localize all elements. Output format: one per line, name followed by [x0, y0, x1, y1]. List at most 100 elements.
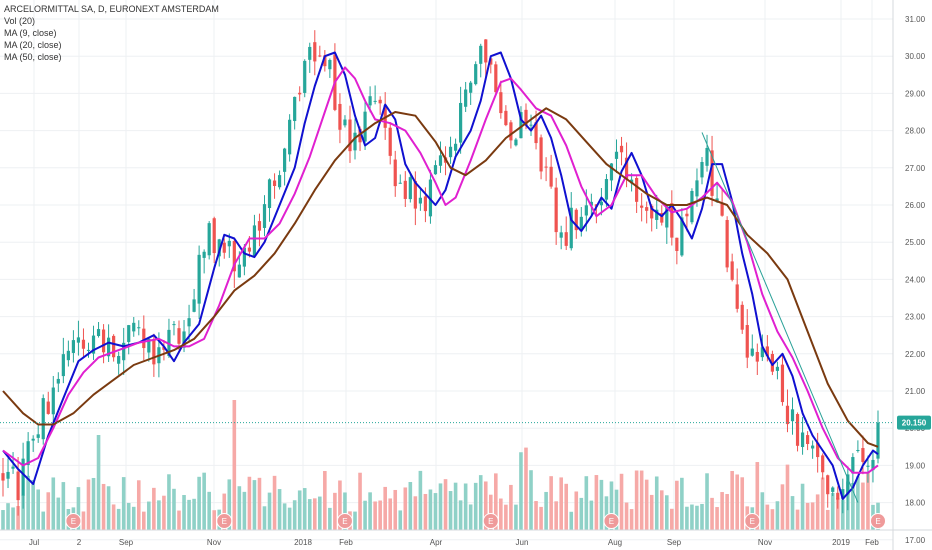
volume-bar — [463, 483, 468, 530]
price-axis[interactable]: 31.00 30.00 29.00 28.00 27.00 26.00 25.00 24.00… — [892, 0, 926, 550]
candle-body — [665, 206, 669, 228]
candle-body — [112, 335, 116, 358]
y-tick-label: 17.00 — [905, 536, 926, 545]
volume-bar — [438, 483, 443, 530]
volume-bar — [142, 511, 146, 530]
volume-bar — [840, 499, 845, 530]
volume-bar — [654, 476, 659, 530]
volume-bar — [604, 496, 609, 530]
legend-volume[interactable]: Vol (20) — [4, 16, 36, 26]
volume-bar — [136, 480, 141, 530]
earnings-badge-circle — [870, 513, 886, 529]
candle-body — [831, 487, 835, 492]
earnings-badge-circle — [603, 513, 620, 529]
candle-body — [609, 163, 614, 181]
candle-body — [378, 99, 382, 104]
volume-bar — [740, 477, 745, 530]
candle-body — [524, 109, 528, 125]
legend-ma50[interactable]: MA (50, close) — [4, 52, 62, 62]
volume-bar — [825, 509, 830, 530]
volume-bar — [126, 502, 131, 530]
candle-body — [660, 213, 664, 223]
candle-body — [71, 340, 76, 353]
candle-body — [589, 201, 593, 206]
candle-body — [438, 155, 443, 166]
candle-body — [288, 119, 292, 155]
volume-bar — [770, 509, 775, 530]
volume-bar — [690, 504, 694, 530]
volume-bar — [21, 494, 25, 530]
volume-bar — [695, 505, 699, 530]
volume-bar — [413, 496, 418, 530]
x-tick-label: Sep — [119, 538, 134, 547]
volume-bar — [499, 498, 503, 530]
volume-bar — [755, 462, 760, 530]
candle-body — [484, 39, 488, 63]
candle-body — [655, 209, 659, 220]
volume-bar — [494, 473, 498, 530]
candle-body — [640, 205, 644, 208]
candle-body — [232, 241, 236, 272]
volume-bar — [363, 500, 367, 530]
volume-bar — [664, 495, 669, 530]
candle-body — [96, 329, 101, 336]
time-axis[interactable]: Jul 2 Sep Nov 2018 Feb Apr Jun Aug Sep Nov 2019 Feb — [0, 529, 932, 547]
ma50-line — [2, 107, 879, 448]
volume-bar — [569, 511, 574, 530]
volume-bar — [433, 493, 438, 530]
volume-bar — [775, 501, 780, 530]
volume-bar — [619, 473, 624, 530]
candle-body — [700, 161, 704, 178]
candle-body — [272, 180, 277, 187]
volume-bar — [810, 502, 815, 530]
candle-body — [162, 346, 166, 350]
volume-bar — [222, 493, 227, 530]
volume-bar — [182, 495, 186, 530]
candle-body — [107, 337, 111, 357]
candle-body — [604, 179, 609, 200]
volume-bar — [61, 482, 66, 530]
candle-body — [695, 180, 699, 197]
candle-body — [177, 328, 181, 344]
volume-bar — [790, 496, 795, 530]
volume-bar — [41, 511, 46, 530]
earnings-badge-circle — [482, 513, 499, 529]
legend-ma20[interactable]: MA (20, close) — [4, 40, 62, 50]
earnings-badge: E — [744, 513, 761, 529]
candle-body — [242, 247, 246, 267]
volume-bar — [700, 503, 704, 530]
candle-body — [564, 232, 568, 246]
volume-bar — [388, 498, 393, 530]
candle-body — [504, 110, 508, 126]
candle-body — [172, 324, 176, 326]
earnings-badge: E — [216, 513, 233, 529]
volume-bar — [715, 507, 719, 530]
candle-body — [66, 350, 70, 361]
legend-ma9[interactable]: MA (9, close) — [4, 28, 57, 38]
volume-bar — [639, 470, 644, 530]
candle-body — [685, 213, 689, 217]
candle-body — [785, 405, 790, 425]
candle-body — [101, 329, 106, 353]
volume-bar — [172, 488, 176, 530]
candle-body — [614, 151, 619, 159]
candle-body — [413, 180, 417, 209]
candle-body — [871, 459, 875, 471]
volume-bar — [866, 472, 870, 530]
candle-body — [730, 261, 734, 280]
candle-body — [91, 335, 96, 354]
volume-bar — [312, 498, 317, 530]
candle-body — [147, 338, 151, 353]
volume-bar — [488, 494, 493, 530]
candle-body — [851, 457, 855, 474]
volume-bar — [720, 492, 724, 530]
volume-bar — [760, 492, 765, 530]
candle-body — [76, 337, 81, 343]
chart-legend: ARCELORMITTAL SA, D, EURONEXT AMSTERDAM … — [4, 3, 219, 63]
volume-bar — [232, 400, 237, 530]
volume-bar — [202, 472, 206, 530]
volume-bar — [830, 492, 835, 530]
volume-bar — [338, 480, 342, 530]
